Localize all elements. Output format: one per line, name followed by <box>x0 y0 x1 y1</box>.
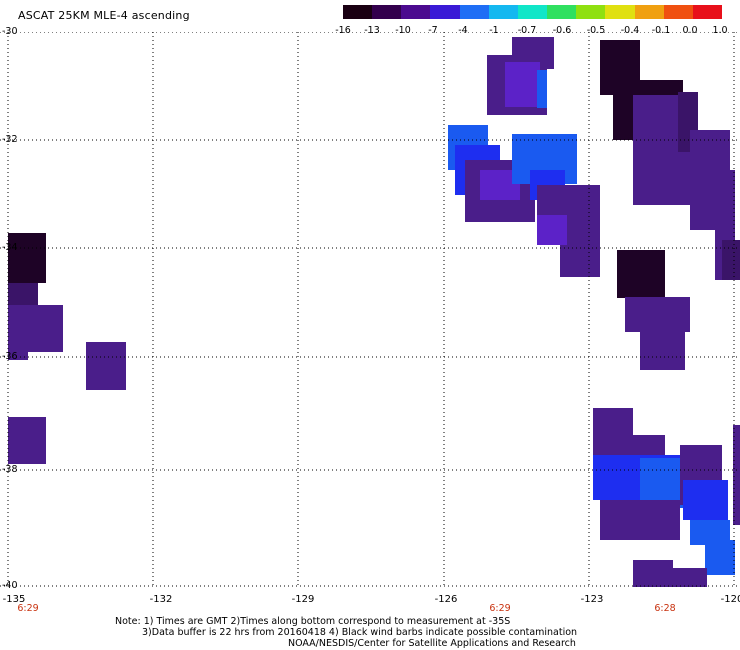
wind-cell <box>8 305 63 352</box>
colorbar-segment <box>663 5 693 19</box>
wind-cell <box>617 250 665 298</box>
colorbar-label: -13 <box>364 25 380 36</box>
colorbar-segment <box>401 5 431 19</box>
wind-cell <box>705 540 735 575</box>
colorbar-segment <box>459 5 489 19</box>
colorbar-segment <box>692 5 723 19</box>
wind-cell <box>505 62 540 107</box>
latitude-label: -32 <box>2 134 18 145</box>
colorbar-label: -7 <box>428 25 438 36</box>
longitude-label: -132 <box>149 594 173 605</box>
wind-cell <box>722 240 740 280</box>
note-line-2: 3)Data buffer is 22 hrs from 20160418 4)… <box>142 627 578 638</box>
latitude-label: -38 <box>2 464 18 475</box>
colorbar-segment <box>517 5 548 19</box>
latitude-label: -30 <box>2 26 18 37</box>
longitude-label: -123 <box>580 594 604 605</box>
wind-cell <box>672 568 707 587</box>
colorbar <box>343 5 723 19</box>
map-plot <box>0 32 740 587</box>
wind-cell <box>600 500 680 540</box>
colorbar-segment <box>488 5 518 19</box>
note-line-3: NOAA/NESDIS/Center for Satellite Applica… <box>288 638 576 649</box>
latitude-label: -36 <box>2 351 18 362</box>
longitude-label: -126 <box>434 594 458 605</box>
time-label: 6:28 <box>654 603 676 614</box>
colorbar-label: 0.0 <box>682 25 698 36</box>
colorbar-label: -0.7 <box>517 25 537 36</box>
time-label: 6:29 <box>17 603 39 614</box>
latitude-label: -40 <box>2 580 18 591</box>
map-title: ASCAT 25KM MLE-4 ascending <box>18 9 190 22</box>
longitude-label: -129 <box>291 594 315 605</box>
time-label: 6:29 <box>489 603 511 614</box>
colorbar-label: -0.1 <box>651 25 671 36</box>
colorbar-segment <box>605 5 635 19</box>
wind-cell <box>640 330 685 370</box>
colorbar-segment <box>343 5 373 19</box>
colorbar-segment <box>372 5 402 19</box>
longitude-label: -120 <box>720 594 740 605</box>
wind-cell <box>8 350 28 360</box>
colorbar-segment <box>430 5 460 19</box>
colorbar-label: -10 <box>395 25 411 36</box>
colorbar-label: -1 <box>489 25 499 36</box>
colorbar-label: -4 <box>458 25 468 36</box>
latitude-label: -34 <box>2 242 18 253</box>
colorbar-label: 1.0 <box>712 25 728 36</box>
colorbar-segment <box>576 5 606 19</box>
wind-cell <box>537 215 567 245</box>
note-line-1: Note: 1) Times are GMT 2)Times along bot… <box>115 616 511 627</box>
colorbar-label: -0.4 <box>620 25 640 36</box>
wind-cell <box>683 480 728 520</box>
wind-cell <box>8 233 46 283</box>
longitude-label: -135 <box>2 594 26 605</box>
colorbar-label: -0.6 <box>552 25 572 36</box>
wind-cell <box>8 417 46 464</box>
wind-cell <box>625 297 690 332</box>
colorbar-label: -0.5 <box>586 25 606 36</box>
wind-cell <box>633 560 673 587</box>
wind-cell <box>86 342 126 390</box>
colorbar-segment <box>547 5 577 19</box>
wind-cell <box>8 283 38 308</box>
wind-cell <box>537 70 547 108</box>
wind-cell <box>733 425 740 525</box>
colorbar-labels: -16 -13 -10 -7 -4 -1 -0.7 -0.6 -0.5 -0.4 -0.1 0.0 1.… <box>330 25 735 37</box>
colorbar-segment <box>634 5 664 19</box>
colorbar-label: -16 <box>335 25 351 36</box>
